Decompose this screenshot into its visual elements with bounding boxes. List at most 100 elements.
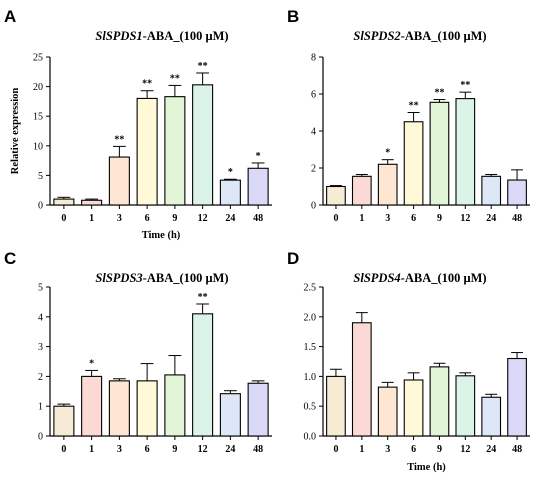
x-tick-label: 0 — [61, 444, 66, 455]
significance-label: ** — [170, 73, 180, 84]
x-tick-label: 3 — [117, 213, 122, 224]
x-tick-label: 6 — [411, 213, 416, 224]
y-tick-label: 5 — [38, 283, 43, 294]
y-tick-label: 4 — [311, 127, 316, 138]
y-tick-label: 10 — [33, 141, 43, 152]
chart-title-rest: -ABA_(100 μM) — [143, 271, 229, 285]
panel-letter: A — [4, 7, 16, 26]
significance-label: * — [228, 167, 233, 178]
panel-letter: D — [287, 249, 299, 268]
x-tick-label: 0 — [333, 444, 338, 455]
bar — [326, 375, 346, 437]
x-tick-label: 12 — [198, 444, 208, 455]
bar — [429, 101, 450, 206]
bar — [326, 185, 346, 206]
bar — [507, 357, 527, 437]
y-tick-label: 2.5 — [304, 283, 317, 294]
bar — [219, 179, 241, 206]
y-tick-label: 0 — [311, 201, 316, 212]
chart-title: SlSPDS3-ABA_(100 μM) — [95, 271, 228, 285]
bar — [481, 396, 502, 437]
bar — [351, 322, 372, 437]
significance-label: * — [385, 148, 390, 159]
significance-label: ** — [434, 88, 444, 99]
significance-label: * — [89, 358, 94, 369]
significance-label: ** — [198, 292, 208, 303]
bar — [81, 375, 103, 437]
bar — [108, 380, 130, 437]
y-tick-label: 25 — [33, 53, 43, 64]
chart-title-rest: -ABA_(100 μM) — [401, 271, 487, 285]
x-tick-label: 0 — [61, 213, 66, 224]
bar — [481, 175, 502, 206]
y-tick-label: 20 — [33, 82, 43, 93]
x-tick-label: 24 — [225, 444, 235, 455]
y-tick-label: 0.5 — [304, 402, 317, 413]
bar — [53, 405, 75, 437]
chart-title-gene: SlSPDS4 — [353, 271, 400, 285]
panel-letter: B — [287, 7, 299, 26]
x-tick-label: 1 — [89, 213, 94, 224]
y-tick-label: 4 — [38, 312, 43, 323]
y-tick-label: 2 — [311, 164, 316, 175]
x-tick-label: 48 — [512, 213, 522, 224]
x-axis-label: Time (h) — [142, 230, 181, 241]
chart-title: SlSPDS1-ABA_(100 μM) — [95, 29, 228, 43]
x-tick-label: 48 — [253, 213, 263, 224]
x-tick-label: 9 — [172, 213, 177, 224]
x-tick-label: 12 — [198, 213, 208, 224]
chart-title: SlSPDS4-ABA_(100 μM) — [353, 271, 486, 285]
y-tick-label: 0 — [38, 201, 43, 212]
significance-label: * — [256, 151, 261, 162]
x-tick-label: 12 — [460, 444, 470, 455]
y-tick-label: 6 — [311, 90, 316, 101]
y-tick-label: 0.0 — [304, 432, 317, 443]
y-tick-label: 15 — [33, 112, 43, 123]
y-axis-label: Relative expression — [10, 88, 21, 175]
bar — [81, 199, 103, 206]
bar — [455, 98, 476, 206]
chart-title-rest: -ABA_(100 μM) — [143, 29, 229, 43]
significance-label: ** — [142, 79, 152, 90]
y-tick-label: 5 — [38, 171, 43, 182]
x-tick-label: 24 — [225, 213, 235, 224]
bar — [53, 198, 75, 206]
significance-label: ** — [460, 80, 470, 91]
bar — [164, 374, 186, 437]
y-tick-label: 2 — [38, 372, 43, 383]
bar — [377, 386, 398, 437]
bar — [403, 121, 424, 206]
x-tick-label: 1 — [89, 444, 94, 455]
x-tick-label: 3 — [385, 213, 390, 224]
panel-letter: C — [4, 249, 16, 268]
x-tick-label: 3 — [117, 444, 122, 455]
bar — [164, 96, 186, 206]
chart-title-gene: SlSPDS2 — [353, 29, 400, 43]
x-tick-label: 1 — [359, 213, 364, 224]
x-tick-label: 48 — [512, 444, 522, 455]
x-tick-label: 24 — [486, 444, 496, 455]
bar — [192, 313, 214, 437]
chart-title-rest: -ABA_(100 μM) — [401, 29, 487, 43]
bar — [192, 84, 214, 206]
x-tick-label: 48 — [253, 444, 263, 455]
x-tick-label: 3 — [385, 444, 390, 455]
chart-title-gene: SlSPDS3 — [95, 271, 142, 285]
x-tick-label: 1 — [359, 444, 364, 455]
significance-label: ** — [198, 61, 208, 72]
x-tick-label: 9 — [172, 444, 177, 455]
bar — [377, 163, 398, 206]
x-tick-label: 6 — [411, 444, 416, 455]
x-tick-label: 9 — [437, 213, 442, 224]
significance-label: ** — [114, 134, 124, 145]
x-tick-label: 12 — [460, 213, 470, 224]
y-tick-label: 1 — [38, 402, 43, 413]
chart-title: SlSPDS2-ABA_(100 μM) — [353, 29, 486, 43]
x-tick-label: 0 — [333, 213, 338, 224]
bar — [136, 97, 158, 206]
y-tick-label: 2.0 — [304, 312, 317, 323]
